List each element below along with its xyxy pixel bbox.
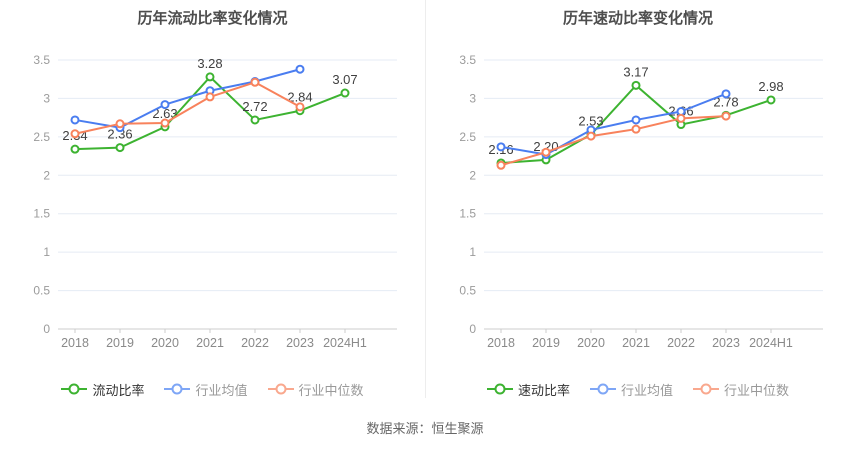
data-point-marker[interactable] <box>721 111 731 121</box>
data-point-label: 2.53 <box>578 114 603 129</box>
legend-line-icon <box>693 383 719 395</box>
legend-line-icon <box>589 383 616 395</box>
current-ratio-chart-panel: 历年流动比率变化情况 0 0.5 1 1.5 2 2.5 3 3.5 2018 2019 2020 2… <box>0 0 425 398</box>
y-axis-tick-label: 0.5 <box>459 284 476 298</box>
data-point-marker[interactable] <box>205 92 215 102</box>
y-axis-tick-label: 2 <box>43 168 50 182</box>
data-point-marker[interactable] <box>586 131 596 141</box>
x-axis-tick-label: 2018 <box>61 336 89 350</box>
x-axis-tick-label: 2022 <box>667 336 695 350</box>
x-axis-tick-label: 2023 <box>712 336 740 350</box>
x-axis-tick-label: 2022 <box>241 336 269 350</box>
data-point-marker[interactable] <box>70 144 80 154</box>
legend-item-label: 速动比率 <box>517 382 570 398</box>
data-point-label: 2.98 <box>758 79 783 94</box>
legend-item-行业均值[interactable]: 行业均值 <box>164 380 248 399</box>
legend-item-流动比率[interactable]: 流动比率 <box>61 380 144 399</box>
current-ratio-chart-title: 历年流动比率变化情况 <box>137 10 288 27</box>
data-point-marker[interactable] <box>205 72 215 82</box>
y-axis-tick-label: 0 <box>43 322 50 336</box>
data-point-marker[interactable] <box>340 88 350 98</box>
quick-ratio-legend: 速动比率 行业均值 行业中位数 <box>426 380 850 398</box>
current-ratio-line-chart: 0 0.5 1 1.5 2 2.5 3 3.5 2018 2019 2020 2021 2022 2023… <box>33 53 397 350</box>
data-point-marker[interactable] <box>115 143 125 153</box>
x-axis-tick-label: 2019 <box>532 336 560 350</box>
y-axis-tick-label: 0.5 <box>33 284 50 298</box>
y-axis-tick-label: 1.5 <box>459 207 476 221</box>
x-axis-tick-label: 2018 <box>487 336 515 350</box>
legend-line-icon <box>267 383 294 395</box>
legend-item-label: 行业均值 <box>620 382 673 398</box>
data-point-marker[interactable] <box>496 160 506 170</box>
x-axis-tick-label: 2020 <box>151 336 179 350</box>
data-point-marker[interactable] <box>115 119 125 129</box>
data-point-label: 2.78 <box>713 94 738 109</box>
legend-item-行业中位数[interactable]: 行业中位数 <box>267 380 364 399</box>
quick-ratio-chart-panel: 历年速动比率变化情况 0 0.5 1 1.5 2 2.5 3 3.5 2018 2019 2020 2… <box>425 0 850 398</box>
legend-line-icon <box>61 383 88 395</box>
series-line-行业均值[interactable] <box>500 92 727 156</box>
quick-ratio-chart-title: 历年速动比率变化情况 <box>562 10 713 27</box>
data-point-marker[interactable] <box>160 118 170 128</box>
legend-item-label: 行业中位数 <box>298 382 364 398</box>
x-axis-tick-label: 2024H1 <box>323 336 367 350</box>
data-point-marker[interactable] <box>70 115 80 125</box>
x-axis-tick-label: 2020 <box>577 336 605 350</box>
series-line-行业中位数[interactable] <box>500 115 727 167</box>
data-point-label: 2.84 <box>287 90 312 105</box>
y-axis-tick-label: 3.5 <box>459 53 476 67</box>
data-point-marker[interactable] <box>295 102 305 112</box>
data-point-marker[interactable] <box>631 124 641 134</box>
series-line-行业中位数[interactable] <box>74 81 301 135</box>
y-axis-tick-label: 2 <box>469 168 476 182</box>
x-axis-tick-label: 2021 <box>622 336 650 350</box>
data-point-marker[interactable] <box>766 95 776 105</box>
data-point-marker[interactable] <box>250 77 260 87</box>
x-axis-tick-label: 2019 <box>106 336 134 350</box>
data-point-label: 3.07 <box>332 72 357 87</box>
x-axis-tick-label: 2023 <box>286 336 314 350</box>
legend-line-icon <box>164 383 191 395</box>
data-point-marker[interactable] <box>721 89 731 99</box>
data-point-marker[interactable] <box>631 115 641 125</box>
y-axis-tick-label: 0 <box>469 322 476 336</box>
charts-row: 历年流动比率变化情况 0 0.5 1 1.5 2 2.5 3 3.5 2018 2019 2020 2… <box>0 0 850 398</box>
data-point-label: 3.28 <box>197 56 222 71</box>
x-axis-tick-label: 2024H1 <box>749 336 793 350</box>
y-axis-tick-label: 1.5 <box>33 207 50 221</box>
y-axis-tick-label: 2.5 <box>459 130 476 144</box>
y-axis-tick-label: 3 <box>469 91 476 105</box>
legend-item-行业均值[interactable]: 行业均值 <box>589 380 673 399</box>
data-point-marker[interactable] <box>250 115 260 125</box>
legend-item-label: 流动比率 <box>92 382 145 398</box>
data-point-label: 2.36 <box>107 127 132 142</box>
data-point-marker[interactable] <box>541 147 551 157</box>
x-axis-tick-label: 2021 <box>196 336 224 350</box>
legend-item-行业中位数[interactable]: 行业中位数 <box>693 380 789 399</box>
y-axis-tick-label: 2.5 <box>33 130 50 144</box>
y-axis-tick-label: 3 <box>43 91 50 105</box>
legend-item-label: 行业均值 <box>195 382 248 398</box>
data-point-marker[interactable] <box>631 80 641 90</box>
data-point-label: 3.17 <box>623 64 648 79</box>
y-axis-tick-label: 1 <box>469 245 476 259</box>
y-axis-tick-label: 3.5 <box>33 53 50 67</box>
legend-line-icon <box>486 383 513 395</box>
legend-item-速动比率[interactable]: 速动比率 <box>486 380 570 399</box>
data-point-label: 2.72 <box>242 99 267 114</box>
data-point-marker[interactable] <box>496 142 506 152</box>
data-point-marker[interactable] <box>295 64 305 74</box>
data-point-marker[interactable] <box>160 100 170 110</box>
y-axis-tick-label: 1 <box>43 245 50 259</box>
legend-item-label: 行业中位数 <box>724 382 790 398</box>
data-point-marker[interactable] <box>70 129 80 139</box>
data-point-marker[interactable] <box>676 113 686 123</box>
data-source-note: 数据来源：恒生聚源 <box>366 421 484 436</box>
current-ratio-legend: 流动比率 行业均值 行业中位数 <box>0 380 425 398</box>
data-point-label: 2.63 <box>152 106 177 121</box>
